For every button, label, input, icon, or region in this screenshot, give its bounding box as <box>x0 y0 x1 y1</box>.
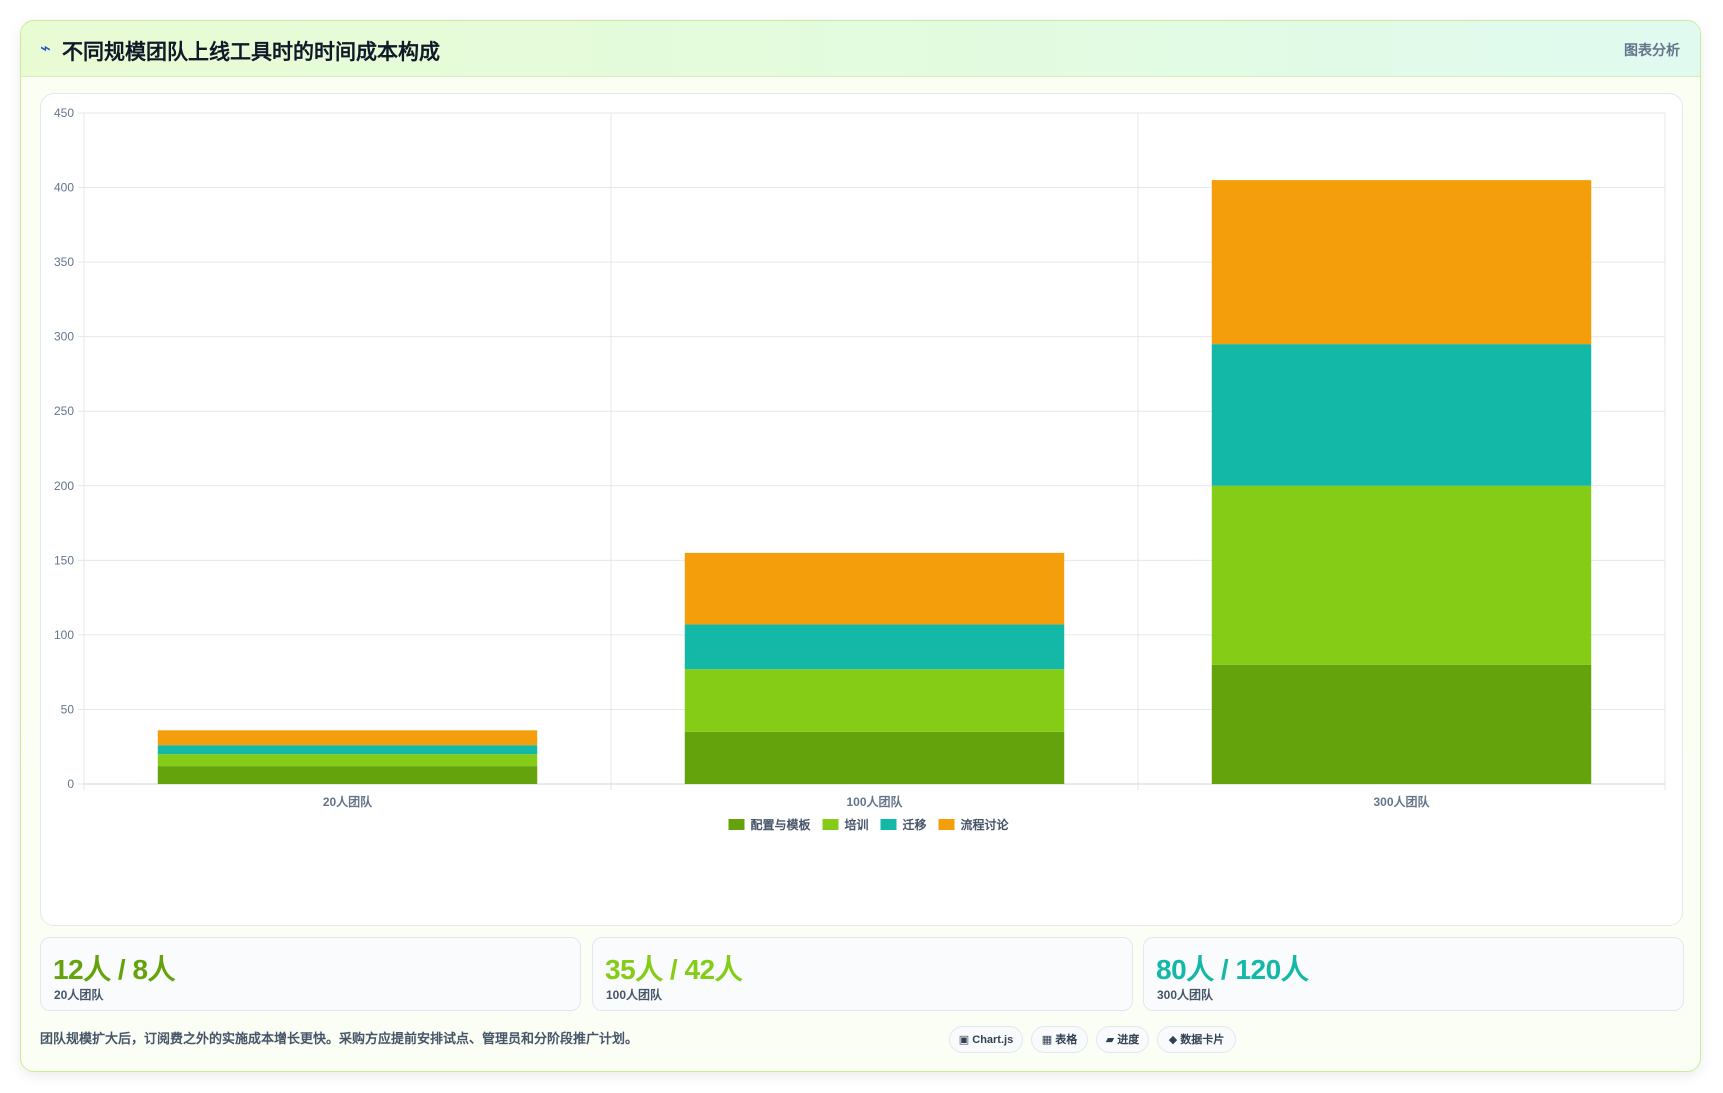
stat-label: 20人团队 <box>54 988 104 1002</box>
bar-segment <box>1211 664 1592 784</box>
y-tick-label: 150 <box>54 553 74 567</box>
y-tick-label: 350 <box>54 255 74 269</box>
chip-label: 表格 <box>1055 1034 1078 1046</box>
legend-swatch <box>728 819 745 830</box>
legend-swatch <box>938 819 955 830</box>
chip-progress[interactable]: ▰ 进度 <box>1096 1026 1149 1053</box>
y-tick-label: 400 <box>54 181 74 195</box>
stat-label: 300人团队 <box>1157 988 1214 1002</box>
y-tick-label: 50 <box>61 702 75 716</box>
y-tick-label: 200 <box>54 479 74 493</box>
chip-data-card[interactable]: ◆ 数据卡片 <box>1157 1026 1236 1053</box>
stat-value: 35人 / 42人 <box>605 954 743 985</box>
x-tick-label: 300人团队 <box>1373 794 1430 809</box>
y-tick-label: 450 <box>54 106 74 120</box>
x-tick-label: 20人团队 <box>323 794 373 809</box>
legend-label: 迁移 <box>903 817 927 832</box>
y-tick-label: 250 <box>54 404 74 418</box>
legend-swatch <box>880 819 897 830</box>
chart-title: 不同规模团队上线工具时的时间成本构成 <box>62 41 440 64</box>
bar-segment <box>684 552 1065 625</box>
legend-label: 流程讨论 <box>961 817 1010 832</box>
stat-card-100: 35人 / 42人 100人团队 <box>592 937 1133 1011</box>
bar-segment <box>157 730 538 746</box>
legend-label: 配置与模板 <box>751 817 812 832</box>
stacked-bar-chart: 0 50 100 150 200 250 300 350 400 450 20人团队 100人团队 30… <box>54 106 1666 832</box>
chip-label: 进度 <box>1117 1034 1140 1046</box>
stat-card-20: 12人 / 8人 20人团队 <box>40 937 581 1011</box>
stat-value: 12人 / 8人 <box>53 954 176 985</box>
bar-segment <box>1211 180 1592 345</box>
x-tick-label: 100人团队 <box>846 794 903 809</box>
y-tick-label: 0 <box>67 777 74 791</box>
bar-segment <box>684 669 1065 732</box>
bar-segment <box>684 731 1065 784</box>
chart-analysis-link[interactable]: 图表分析 <box>1624 42 1680 58</box>
chart-square-icon: ▣ <box>958 1034 970 1046</box>
y-tick-label: 300 <box>54 330 74 344</box>
bar-segment <box>157 766 538 784</box>
diamond-icon: ◆ <box>1168 1034 1178 1046</box>
bar-segment <box>157 745 538 755</box>
bar-segment <box>157 754 538 767</box>
progress-icon: ▰ <box>1105 1034 1115 1046</box>
bar-segment <box>684 624 1065 670</box>
chip-chartjs[interactable]: ▣ Chart.js <box>949 1026 1023 1053</box>
chart-panel: 0 50 100 150 200 250 300 350 400 450 20人团队 100人团队 30… <box>40 93 1683 926</box>
chart-card: ⌁ 不同规模团队上线工具时的时间成本构成 图表分析 0 50 100 150 200 25… <box>20 20 1701 1072</box>
bar-segment <box>1211 485 1592 665</box>
legend-swatch <box>822 819 839 830</box>
chart-spark-icon: ⌁ <box>40 38 51 58</box>
stat-card-300: 80人 / 120人 300人团队 <box>1143 937 1684 1011</box>
card-header: ⌁ 不同规模团队上线工具时的时间成本构成 图表分析 <box>21 21 1700 77</box>
chip-table[interactable]: ▦ 表格 <box>1031 1026 1088 1053</box>
chip-label: Chart.js <box>972 1034 1014 1046</box>
chip-label: 数据卡片 <box>1180 1034 1225 1046</box>
table-icon: ▦ <box>1041 1034 1053 1046</box>
summary-note: 团队规模扩大后，订阅费之外的实施成本增长更快。采购方应提前安排试点、管理员和分阶… <box>40 1031 639 1046</box>
y-tick-label: 100 <box>54 628 74 642</box>
stat-value: 80人 / 120人 <box>1156 954 1309 985</box>
bar-segment <box>1211 344 1592 486</box>
stat-label: 100人团队 <box>606 988 663 1002</box>
legend-label: 培训 <box>845 817 869 832</box>
